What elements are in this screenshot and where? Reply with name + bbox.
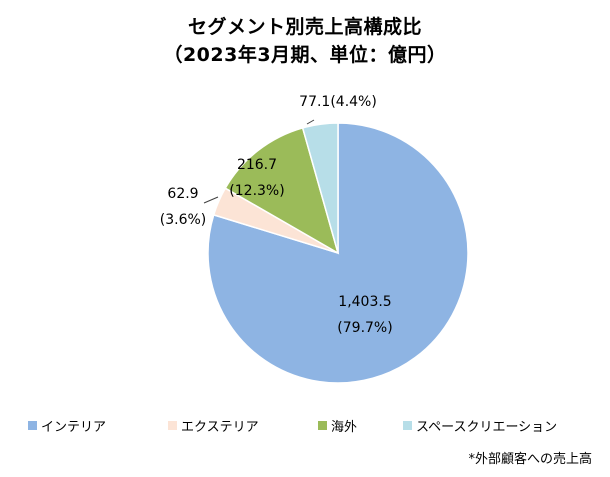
legend-label-overseas: 海外: [331, 420, 358, 435]
legend-item-interior: インテリア: [28, 416, 106, 435]
value-label-overseas: 216.7: [237, 157, 277, 173]
legend-label-interior: インテリア: [41, 420, 107, 435]
legend-label-exterior: エクステリア: [181, 420, 259, 435]
percent-label-interior: (79.7%): [337, 320, 392, 336]
leader-line-exterior: [203, 196, 219, 204]
legend-item-exterior: エクステリア: [168, 416, 259, 435]
pie-slice-interior: [207, 122, 469, 384]
legend-item-space-creation: スペースクリエーション: [403, 416, 557, 435]
chart-subtitle: （2023年3月期、単位：億円）: [163, 44, 447, 66]
percent-label-overseas: (12.3%): [229, 183, 284, 199]
percent-label-exterior: (3.6%): [160, 212, 207, 228]
data-label-space-creation: 77.1(4.4%): [299, 94, 377, 110]
legend-item-overseas: 海外: [318, 416, 357, 435]
legend-swatch-interior: [28, 421, 37, 430]
legend-swatch-overseas: [318, 421, 327, 430]
value-label-interior: 1,403.5: [338, 294, 391, 310]
chart-title: セグメント別売上高構成比: [187, 16, 422, 38]
legend-swatch-exterior: [168, 421, 177, 430]
legend-label-space-creation: スペースクリエーション: [416, 420, 558, 435]
leader-line-space-creation: [306, 119, 315, 125]
value-label-exterior: 62.9: [167, 186, 198, 202]
legend-swatch-space-creation: [403, 421, 412, 430]
pie-slice-overseas: [224, 126, 340, 255]
footnote: *外部顧客への売上高: [468, 452, 592, 467]
pie-slice-space-creation: [301, 122, 339, 254]
legend: インテリア エクステリア 海外 スペースクリエーション: [0, 416, 610, 438]
